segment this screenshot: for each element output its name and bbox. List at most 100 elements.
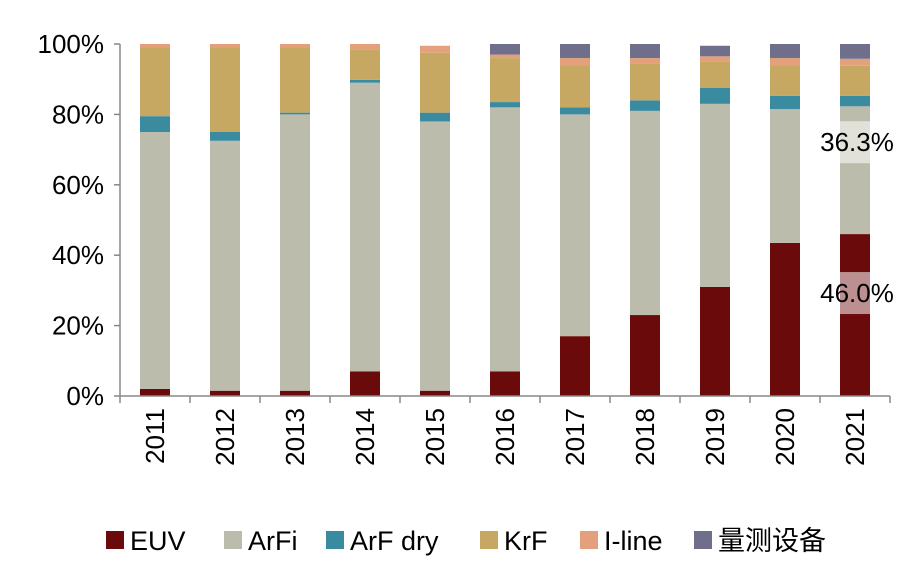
x-tick-label: 2015 xyxy=(420,408,450,466)
bar-segment xyxy=(420,45,450,53)
bar-segment xyxy=(700,45,730,57)
bar-segment xyxy=(140,388,170,396)
bar-segment xyxy=(350,49,380,80)
bar-segment xyxy=(140,47,170,117)
y-tick-label: 60% xyxy=(52,170,104,200)
x-tick-label: 2013 xyxy=(280,408,310,466)
bar-segment xyxy=(210,44,240,48)
legend-swatch xyxy=(580,531,598,549)
legend-swatch xyxy=(106,531,124,549)
x-tick-label: 2019 xyxy=(700,408,730,466)
bar-segment xyxy=(700,88,730,104)
bar-segment xyxy=(420,52,450,113)
legend: EUV ArFi ArF dry KrF I-line 量测设备 xyxy=(106,526,826,556)
annotation-box xyxy=(804,121,910,164)
bar-segment xyxy=(560,58,590,66)
bar-segment xyxy=(490,44,520,55)
bar-segment xyxy=(630,44,660,59)
bar-segment xyxy=(140,44,170,48)
bars xyxy=(140,44,870,396)
legend-label: 量测设备 xyxy=(718,526,826,556)
x-tick-label: 2017 xyxy=(560,408,590,466)
bar-segment xyxy=(210,390,240,396)
x-tick-label: 2014 xyxy=(350,408,380,466)
legend-label: KrF xyxy=(504,526,548,556)
annotation-label: 36.3% xyxy=(820,127,894,157)
bar-segment xyxy=(840,234,870,396)
bar-segment xyxy=(280,112,310,115)
bar-segment xyxy=(840,58,870,66)
bar-segment xyxy=(140,132,170,389)
bar-segment xyxy=(210,140,240,391)
bar-segment xyxy=(350,79,380,83)
legend-swatch xyxy=(694,531,712,549)
annotations: 36.3% 46.0% xyxy=(804,121,910,315)
bar-segment xyxy=(560,336,590,396)
x-tick-label: 2021 xyxy=(840,408,870,466)
bar-segment xyxy=(630,63,660,101)
bar-segment xyxy=(490,58,520,103)
bar-segment xyxy=(630,315,660,396)
legend-label: ArF dry xyxy=(350,526,439,556)
y-tick-label: 80% xyxy=(52,99,104,129)
legend-swatch xyxy=(326,531,344,549)
axes xyxy=(114,43,891,403)
bar-segment xyxy=(770,44,800,59)
annotation-box xyxy=(804,272,910,315)
y-axis: 0% 20% 40% 60% 80% 100% xyxy=(38,29,105,411)
bar-segment xyxy=(210,132,240,141)
legend-swatch xyxy=(480,531,498,549)
bar-segment xyxy=(280,47,310,113)
bar-segment xyxy=(700,61,730,88)
bar-segment xyxy=(840,44,870,59)
bar-segment xyxy=(770,109,800,243)
x-tick-label: 2016 xyxy=(490,408,520,466)
x-tick-label: 2012 xyxy=(210,408,240,466)
bar-segment xyxy=(210,47,240,132)
bar-segment xyxy=(420,121,450,391)
y-tick-label: 100% xyxy=(38,29,105,59)
bar-segment xyxy=(560,107,590,115)
annotation-label: 46.0% xyxy=(820,278,894,308)
bar-segment xyxy=(560,65,590,108)
legend-label: EUV xyxy=(130,526,186,556)
x-tick-label: 2018 xyxy=(630,408,660,466)
bar-segment xyxy=(420,390,450,396)
bar-segment xyxy=(490,371,520,396)
bar-segment xyxy=(770,65,800,96)
bar-segment xyxy=(350,82,380,372)
x-tick-label: 2011 xyxy=(140,408,170,464)
y-tick-label: 20% xyxy=(52,311,104,341)
legend-label: I-line xyxy=(604,526,663,556)
bar-segment xyxy=(280,114,310,391)
bar-segment xyxy=(280,390,310,396)
bar-segment xyxy=(490,107,520,372)
bar-segment xyxy=(770,95,800,110)
bar-segment xyxy=(630,100,660,111)
legend-label: ArFi xyxy=(248,526,298,556)
bar-segment xyxy=(700,103,730,287)
bar-segment xyxy=(700,286,730,396)
bar-segment xyxy=(280,44,310,48)
bar-segment xyxy=(560,114,590,337)
bar-segment xyxy=(140,116,170,132)
bar-segment xyxy=(350,371,380,396)
bar-segment xyxy=(630,110,660,316)
bar-segment xyxy=(630,58,660,64)
y-tick-label: 0% xyxy=(66,381,104,411)
bar-segment xyxy=(700,56,730,62)
legend-swatch xyxy=(224,531,242,549)
bar-segment xyxy=(840,95,870,107)
bar-segment xyxy=(420,112,450,122)
x-axis: 2011 2012 2013 2014 2015 2016 2017 2018 2019 2020… xyxy=(140,408,870,466)
bar-segment xyxy=(770,242,800,396)
bar-segment xyxy=(350,44,380,50)
y-tick-label: 40% xyxy=(52,240,104,270)
bar-segment xyxy=(490,102,520,108)
bar-segment xyxy=(490,54,520,59)
bar-segment xyxy=(840,65,870,96)
bar-segment xyxy=(560,44,590,59)
x-tick-label: 2020 xyxy=(770,408,800,466)
bar-segment xyxy=(770,58,800,66)
